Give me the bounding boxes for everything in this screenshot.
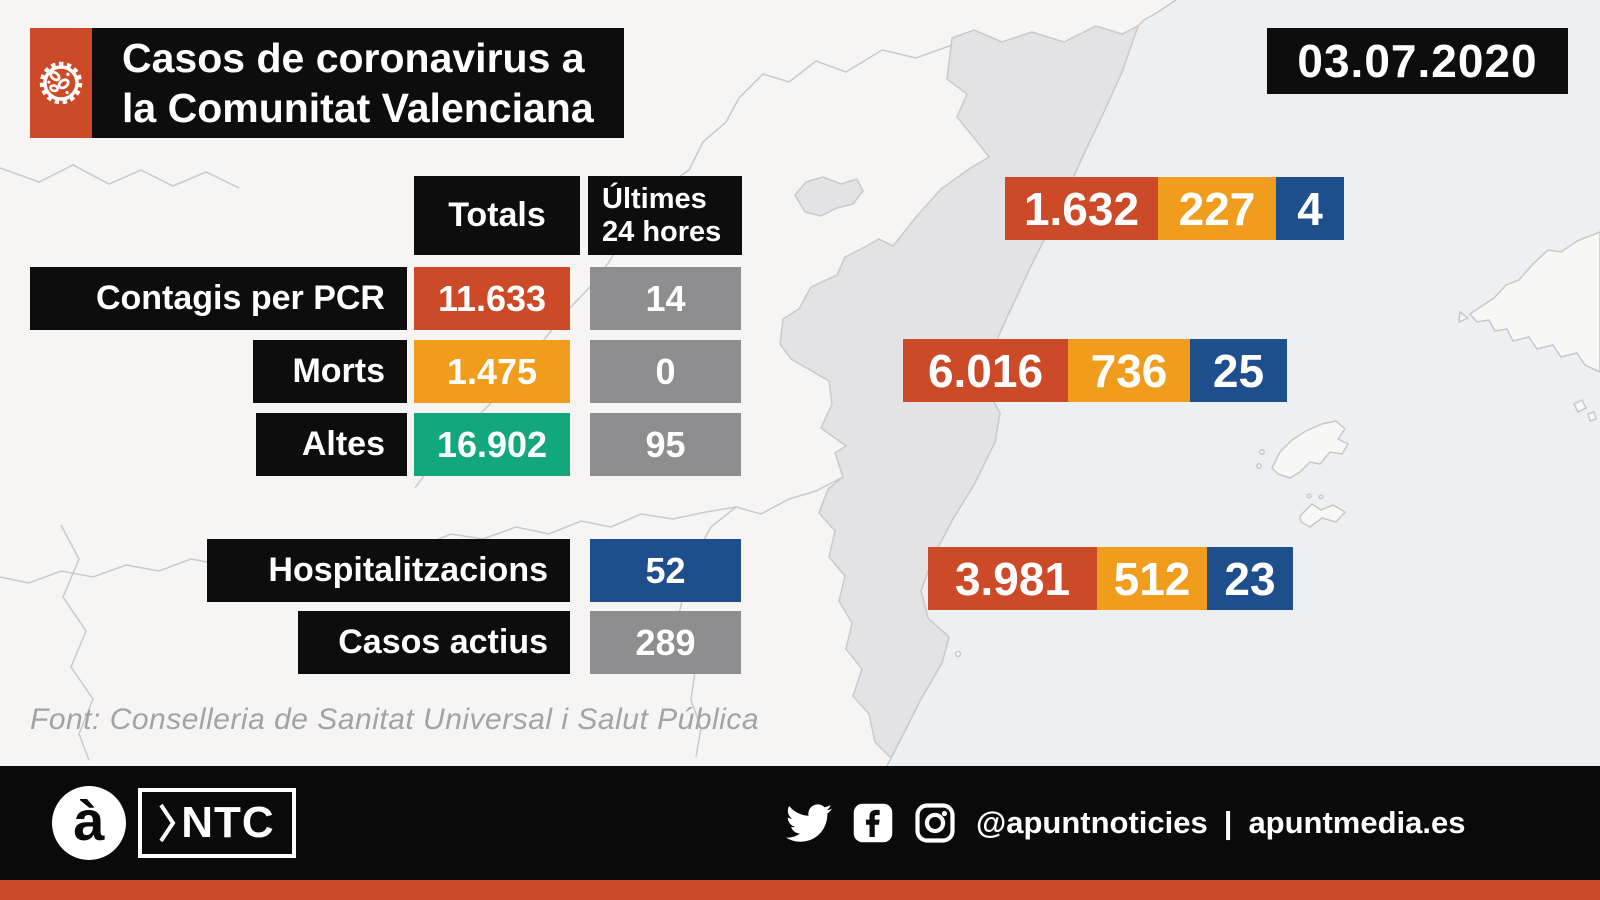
column-header-last24: Últimes 24 hores [588, 176, 742, 255]
center-hospitalized-value: 25 [1190, 339, 1287, 402]
ntc-chevron-icon [159, 803, 176, 843]
row-label-contagis-pcr: Contagis per PCR [30, 267, 407, 330]
apunt-logo: à [52, 786, 126, 860]
map-label-south: 3.981 512 23 [928, 547, 1293, 610]
virus-icon [39, 61, 83, 105]
virus-icon-box [30, 28, 92, 138]
source-line: Font: Conselleria de Sanitat Universal i… [30, 703, 760, 736]
twitter-icon [786, 804, 832, 842]
date-badge: 03.07.2020 [1267, 28, 1568, 94]
map-label-center: 6.016 736 25 [903, 339, 1287, 402]
column-header-last24-line2: 24 hores [602, 215, 722, 248]
north-hospitalized-value: 4 [1276, 177, 1344, 240]
value-contagis-total: 11.633 [414, 267, 570, 330]
website-url: apuntmedia.es [1248, 805, 1466, 840]
row-label-hospitalitzacions: Hospitalitzacions [207, 539, 570, 602]
north-cases-value: 1.632 [1005, 177, 1158, 240]
region-exclave [794, 176, 864, 217]
facebook-icon [853, 803, 893, 843]
social-handle: @apuntnoticies [976, 805, 1208, 840]
tabarca-island [954, 650, 962, 658]
center-deaths-value: 736 [1068, 339, 1190, 402]
south-cases-value: 3.981 [928, 547, 1097, 610]
instagram-icon [915, 803, 955, 843]
separator: | [1223, 805, 1233, 840]
title-line-2: la Comunitat Valenciana [122, 85, 594, 131]
south-hospitalized-value: 23 [1207, 547, 1293, 610]
value-hospitalitzacions: 52 [590, 539, 741, 602]
south-deaths-value: 512 [1097, 547, 1207, 610]
mallorca-outline [1468, 231, 1600, 373]
ntc-logo: NTC [138, 788, 296, 858]
map-label-north: 1.632 227 4 [1005, 177, 1344, 240]
row-label-morts: Morts [253, 340, 407, 403]
column-header-last24-line1: Últimes [602, 182, 707, 215]
footer-accent-strip [0, 880, 1600, 900]
ibiza-outline [1271, 420, 1350, 479]
value-altes-last24: 95 [590, 413, 741, 476]
center-cases-value: 6.016 [903, 339, 1068, 402]
value-morts-last24: 0 [590, 340, 741, 403]
value-altes-total: 16.902 [414, 413, 570, 476]
value-morts-total: 1.475 [414, 340, 570, 403]
column-header-totals: Totals [414, 176, 580, 255]
row-label-casos-actius: Casos actius [298, 611, 570, 674]
value-casos-actius: 289 [590, 611, 741, 674]
title-block: Casos de coronavirus a la Comunitat Vale… [30, 28, 624, 138]
formentera-outline [1299, 503, 1347, 528]
apunt-logo-letter: à [73, 788, 105, 852]
page-title: Casos de coronavirus a la Comunitat Vale… [92, 28, 624, 138]
balearic-islands [954, 231, 1600, 658]
north-deaths-value: 227 [1158, 177, 1276, 240]
title-line-1: Casos de coronavirus a [122, 35, 585, 81]
footer-social-text: @apuntnoticies | apuntmedia.es [976, 766, 1466, 880]
row-label-altes: Altes [256, 413, 407, 476]
ntc-logo-text: NTC [181, 798, 275, 847]
value-contagis-last24: 14 [590, 267, 741, 330]
